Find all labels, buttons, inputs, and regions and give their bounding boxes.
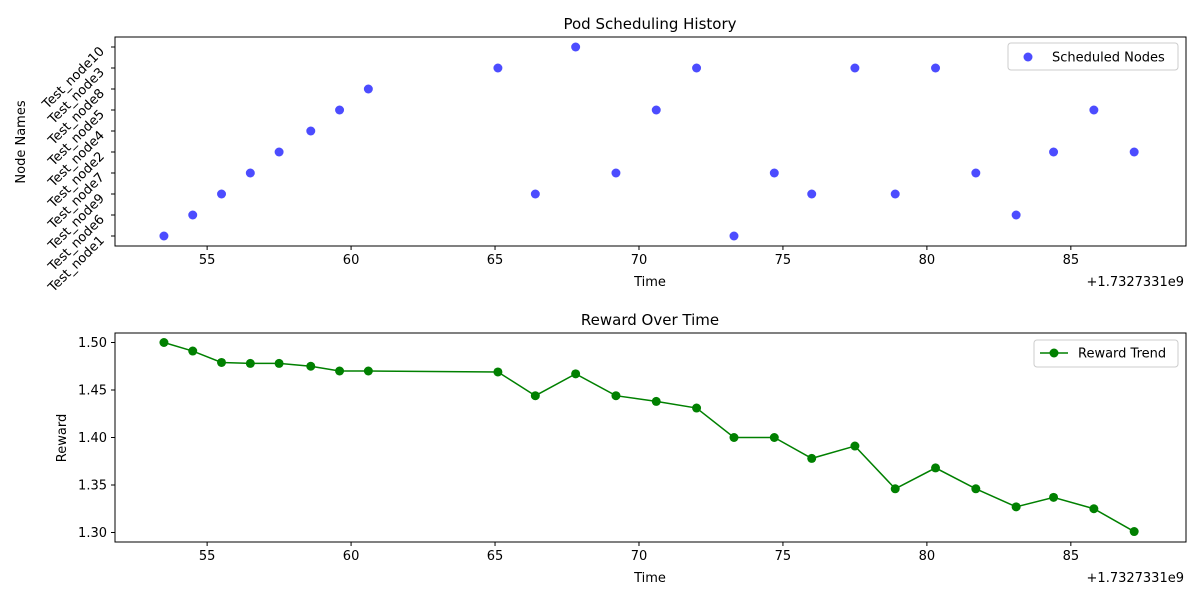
scatter-point <box>611 168 621 178</box>
legend-label: Scheduled Nodes <box>1052 51 1165 66</box>
reward-point <box>1089 504 1099 514</box>
scatter-point <box>692 63 702 73</box>
y-axis-label: Reward <box>55 414 70 462</box>
x-tick-label: 80 <box>919 253 936 268</box>
scatter-point <box>306 126 316 136</box>
x-tick-label: 65 <box>487 253 504 268</box>
scatter-point <box>274 147 284 157</box>
x-tick-label: 60 <box>343 549 360 564</box>
legend-marker <box>1023 52 1033 62</box>
reward-point <box>530 391 540 401</box>
reward-line-chart: Reward Over Time 55 60 65 70 75 80 85 1.30 1.35… <box>55 311 1187 586</box>
chart-title: Pod Scheduling History <box>563 15 736 33</box>
y-axis-label: Node Names <box>14 100 29 183</box>
scatter-point <box>245 168 255 178</box>
y-tick-label: 1.40 <box>78 431 107 446</box>
reward-point <box>188 346 198 356</box>
reward-series <box>159 338 1139 537</box>
chart-title: Reward Over Time <box>581 311 719 329</box>
legend-marker <box>1049 348 1059 358</box>
reward-point <box>363 366 373 376</box>
plot-area <box>114 36 1187 247</box>
scatter-point <box>931 63 941 73</box>
reward-point <box>1011 502 1021 512</box>
x-axis: 55 60 65 70 75 80 85 <box>199 246 1079 268</box>
x-axis-label: Time <box>633 275 666 290</box>
scatter-point <box>651 105 661 115</box>
legend-label: Reward Trend <box>1078 347 1166 362</box>
reward-point <box>692 403 702 413</box>
reward-point <box>729 433 739 442</box>
scatter-point <box>493 63 503 73</box>
reward-point <box>807 453 817 463</box>
reward-point <box>1049 492 1059 502</box>
x-offset-label: +1.7327331e9 <box>1087 571 1184 586</box>
scatter-point <box>1129 147 1139 157</box>
scatter-point <box>729 231 739 241</box>
reward-point <box>245 358 255 368</box>
x-tick-label: 70 <box>631 253 648 268</box>
scatter-point <box>769 168 779 178</box>
scatter-point <box>890 189 900 199</box>
x-axis-label: Time <box>633 571 666 586</box>
x-tick-label: 60 <box>343 253 360 268</box>
y-tick-label: 1.30 <box>78 526 107 541</box>
scatter-point <box>188 210 198 220</box>
scatter-point <box>571 42 581 52</box>
scatter-point <box>971 168 981 178</box>
reward-point <box>306 361 316 371</box>
scatter-point <box>1089 105 1099 115</box>
x-tick-label: 70 <box>631 549 648 564</box>
y-tick-label: 1.35 <box>78 479 107 494</box>
x-tick-label: 85 <box>1063 253 1080 268</box>
x-tick-label: 75 <box>775 253 792 268</box>
reward-point <box>335 366 345 376</box>
reward-point <box>611 391 621 401</box>
scatter-point <box>159 231 169 241</box>
x-tick-label: 55 <box>199 253 216 268</box>
reward-point <box>971 484 981 494</box>
reward-point <box>931 463 941 473</box>
y-axis: 1.30 1.35 1.40 1.45 1.50 <box>78 336 115 541</box>
legend-box <box>1033 339 1179 368</box>
legend: Reward Trend <box>1033 339 1179 368</box>
scatter-point <box>335 105 345 115</box>
x-tick-label: 75 <box>775 549 792 564</box>
x-tick-label: 65 <box>487 549 504 564</box>
x-tick-label: 85 <box>1063 549 1080 564</box>
x-tick-label: 80 <box>919 549 936 564</box>
y-tick-label: 1.50 <box>78 336 107 351</box>
scatter-points <box>159 42 1139 241</box>
scatter-point <box>807 189 817 199</box>
legend-box <box>1007 42 1179 71</box>
x-offset-label: +1.7327331e9 <box>1087 275 1184 290</box>
reward-point <box>890 484 900 494</box>
y-tick-label: 1.45 <box>78 384 107 399</box>
reward-point <box>217 357 227 367</box>
reward-point <box>850 441 860 451</box>
x-tick-label: 55 <box>199 549 216 564</box>
legend: Scheduled Nodes <box>1007 42 1179 71</box>
scatter-point <box>1011 210 1021 220</box>
reward-point <box>651 396 661 406</box>
reward-point <box>274 358 284 368</box>
scatter-point <box>1049 147 1059 157</box>
reward-point <box>571 369 581 379</box>
scatter-point <box>850 63 860 73</box>
reward-point <box>1129 527 1139 537</box>
scatter-point <box>217 189 227 199</box>
reward-point <box>769 433 779 442</box>
x-axis: 55 60 65 70 75 80 85 <box>199 542 1079 564</box>
scatter-point <box>530 189 540 199</box>
reward-point <box>159 338 169 347</box>
reward-point <box>493 367 503 377</box>
scatter-point <box>363 84 373 94</box>
